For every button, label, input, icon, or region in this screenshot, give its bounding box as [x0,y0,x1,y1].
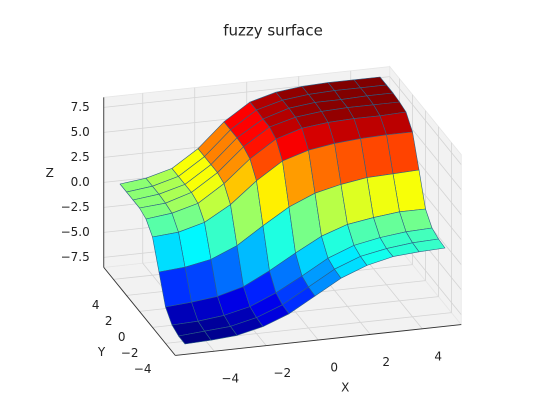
surface-patch [360,248,394,266]
chart-title: fuzzy surface [223,22,323,40]
z-tick-label: 5.0 [71,125,90,139]
y-tick-label: 4 [92,298,100,312]
x-axis-label: X [341,381,349,395]
x-tick-label: 4 [434,349,442,363]
y-axis [103,267,176,356]
x-tick-label: 0 [330,361,338,375]
z-axis-label: Z [46,166,54,180]
x-tick-label: −4 [221,372,239,386]
z-tick-label: −7.5 [61,250,90,264]
z-tick-label: 0.0 [71,175,90,189]
y-tick-label: −2 [121,346,139,360]
y-tick-label: 2 [105,314,113,328]
y-axis-label: Y [97,345,106,359]
z-tick-label: −5.0 [61,225,90,239]
x-tick-label: 2 [382,355,390,369]
surface-patch [178,330,212,345]
x-axis [175,324,462,356]
x-tick-label: −2 [273,366,291,380]
grid-line [389,76,462,165]
z-tick-label: −2.5 [61,200,90,214]
y-tick-label: 0 [118,330,126,344]
z-tick-label: 7.5 [71,100,90,114]
y-tick-label: −4 [134,362,152,376]
z-tick-label: 2.5 [71,150,90,164]
